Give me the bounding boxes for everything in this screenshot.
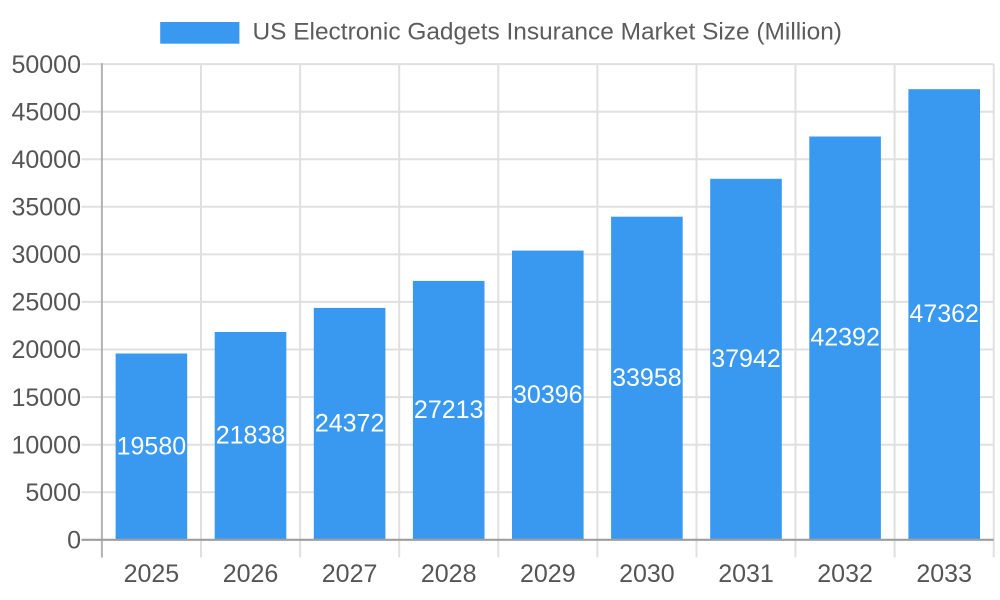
svg-text:2026: 2026 — [223, 560, 279, 588]
svg-text:47362: 47362 — [909, 300, 979, 328]
svg-text:2032: 2032 — [817, 560, 873, 588]
svg-text:42392: 42392 — [810, 324, 880, 352]
svg-text:25000: 25000 — [11, 289, 81, 317]
svg-text:2028: 2028 — [421, 560, 477, 588]
svg-text:15000: 15000 — [11, 384, 81, 412]
svg-text:2029: 2029 — [520, 560, 576, 588]
svg-text:2025: 2025 — [124, 560, 180, 588]
svg-text:45000: 45000 — [11, 98, 81, 126]
svg-text:5000: 5000 — [25, 479, 81, 507]
svg-text:50000: 50000 — [11, 51, 81, 79]
svg-text:0: 0 — [67, 527, 81, 555]
svg-text:24372: 24372 — [315, 410, 385, 438]
svg-text:2027: 2027 — [322, 560, 378, 588]
svg-text:2033: 2033 — [916, 560, 972, 588]
svg-text:40000: 40000 — [11, 146, 81, 174]
svg-text:30396: 30396 — [513, 381, 583, 409]
svg-text:35000: 35000 — [11, 194, 81, 222]
svg-text:20000: 20000 — [11, 336, 81, 364]
svg-text:19580: 19580 — [117, 432, 187, 460]
svg-text:2030: 2030 — [619, 560, 675, 588]
svg-text:21838: 21838 — [216, 422, 286, 450]
svg-text:US Electronic Gadgets Insuranc: US Electronic Gadgets Insurance Market S… — [253, 18, 842, 45]
svg-text:30000: 30000 — [11, 241, 81, 269]
svg-text:33958: 33958 — [612, 364, 682, 392]
svg-text:2031: 2031 — [718, 560, 774, 588]
svg-text:27213: 27213 — [414, 396, 484, 424]
svg-text:10000: 10000 — [11, 431, 81, 459]
svg-text:37942: 37942 — [711, 345, 781, 373]
